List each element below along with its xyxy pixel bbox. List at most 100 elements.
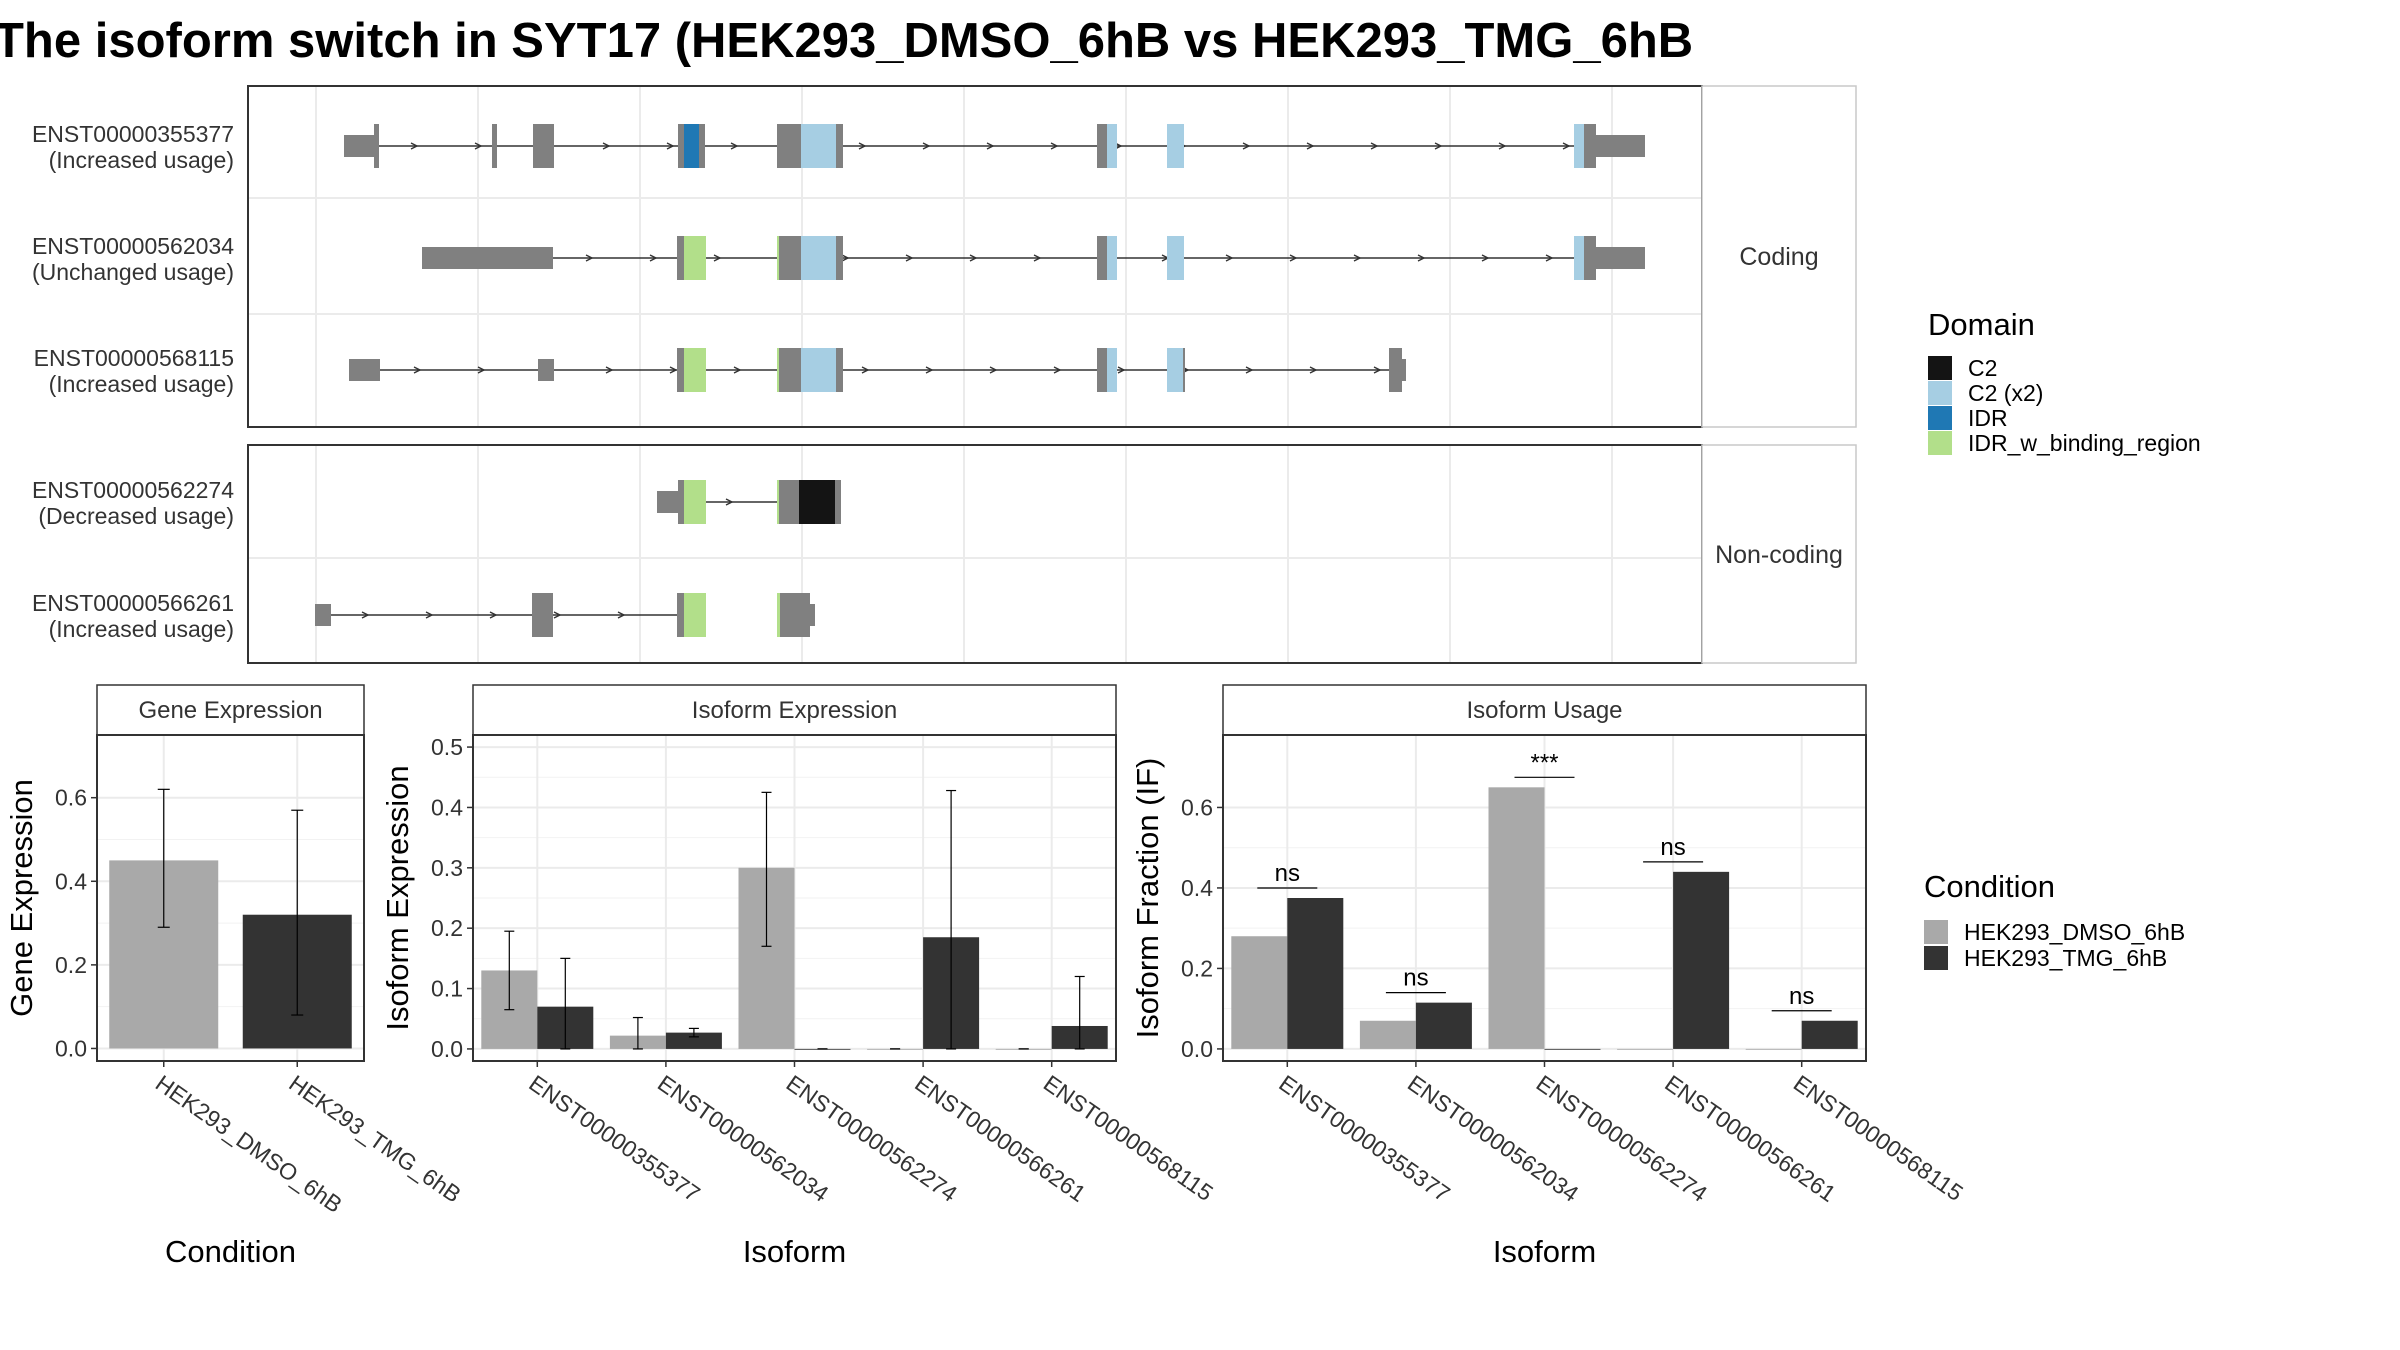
y-tick-label: 0.4 [1181,875,1213,901]
y-tick-label: 0.2 [1181,955,1213,981]
y-tick-label: 0.6 [1181,794,1213,820]
strand-arrow [713,254,722,262]
strand-arrow [1117,366,1126,374]
domain-block [777,236,779,280]
strand-arrow [413,366,422,374]
transcript-usage-label: (Increased usage) [49,616,234,642]
domain-legend-swatch [1928,431,1952,455]
transcript-usage-label: (Unchanged usage) [32,259,234,285]
strand-arrow [1481,254,1490,262]
strand-arrow [669,366,678,374]
transcript-usage-label: (Decreased usage) [38,503,234,529]
strand-arrow [986,142,995,150]
panel-border [96,734,365,1062]
exon-block [1596,247,1645,269]
bar [1359,1020,1416,1049]
x-axis-title: Isoform [1493,1234,1596,1269]
domain-legend-label: IDR [1968,405,2008,431]
transcript-id-label: ENST00000562274 [32,477,234,503]
strand-arrow [1245,366,1254,374]
y-tick-label: 0.4 [431,794,463,820]
bar [1231,936,1288,1049]
domain-block [801,236,836,280]
strand-arrow [733,366,742,374]
strand-arrow [617,611,626,619]
exon-block [1183,348,1185,392]
domain-block [1167,348,1183,392]
exon-block [836,236,843,280]
y-axis-title: Isoform Fraction (IF) [1130,758,1165,1039]
strand-arrow [410,142,419,150]
domain-block [684,348,706,392]
exon-block [779,480,799,524]
exon-block [810,604,815,626]
condition-legend-swatch [1924,946,1948,970]
bar [1415,1002,1472,1049]
domain-legend-swatch [1928,381,1952,405]
exon-block [349,359,380,381]
exon-block [677,348,684,392]
domain-block [1107,236,1117,280]
exon-block [532,593,553,637]
strand-arrow [477,366,486,374]
strand-arrow [361,611,370,619]
bar [1801,1020,1858,1049]
domain-block [684,124,699,168]
noncoding-strip [1701,444,1857,664]
condition-legend-label: HEK293_DMSO_6hB [1964,919,2185,945]
strand-arrow [649,254,658,262]
strand-arrow [1309,366,1318,374]
y-tick-label: 0.0 [1181,1036,1213,1062]
exon-block [533,124,554,168]
strand-arrow [553,611,562,619]
transcript-track [315,593,815,637]
transcript-id-label: ENST00000562034 [32,233,234,259]
facet-label-noncoding: Non-coding [1715,541,1843,569]
exon-block [1389,348,1402,392]
exon-block [492,124,497,168]
domain-block [777,348,779,392]
strand-arrow [425,611,434,619]
isoform-expression-chart: Isoform Expression0.00.10.20.30.40.5ENST… [380,684,1218,1269]
y-axis-title: Gene Expression [4,779,39,1017]
transcript-id-label: ENST00000355377 [32,121,234,147]
strand-arrow [1373,366,1382,374]
domain-legend-label: C2 (x2) [1968,380,2043,406]
domain-block [777,593,780,637]
exon-block [678,124,684,168]
strand-arrow [1225,254,1234,262]
transcript-id-label: ENST00000566261 [32,590,234,616]
y-tick-label: 0.2 [55,952,87,978]
exon-block [1584,124,1596,168]
exon-block [315,604,331,626]
panel-title: Gene Expression [138,697,322,724]
strand-arrow [1370,142,1379,150]
noncoding-panel-bg [248,445,1702,663]
domain-block [684,593,706,637]
x-axis-title: Condition [165,1234,296,1269]
exon-block [1402,359,1406,381]
y-tick-label: 0.0 [55,1035,87,1061]
domain-block [1167,236,1184,280]
strand-arrow [1545,254,1554,262]
strand-arrow [841,254,850,262]
strand-arrow [1498,142,1507,150]
y-tick-label: 0.6 [55,785,87,811]
strand-arrow [922,142,931,150]
strand-arrow [905,254,914,262]
domain-block [684,480,706,524]
domain-block [801,348,836,392]
domain-block [1107,348,1117,392]
exon-block [344,135,378,157]
domain-block [684,236,706,280]
y-tick-label: 0.4 [55,868,87,894]
exon-block [1097,124,1107,168]
structure-tracks [315,124,1645,637]
domain-block [777,480,779,524]
exon-block [1596,135,1645,157]
panel-title: Isoform Expression [692,697,897,724]
domain-legend-label: IDR_w_binding_region [1968,430,2201,456]
strand-arrow [1242,142,1251,150]
